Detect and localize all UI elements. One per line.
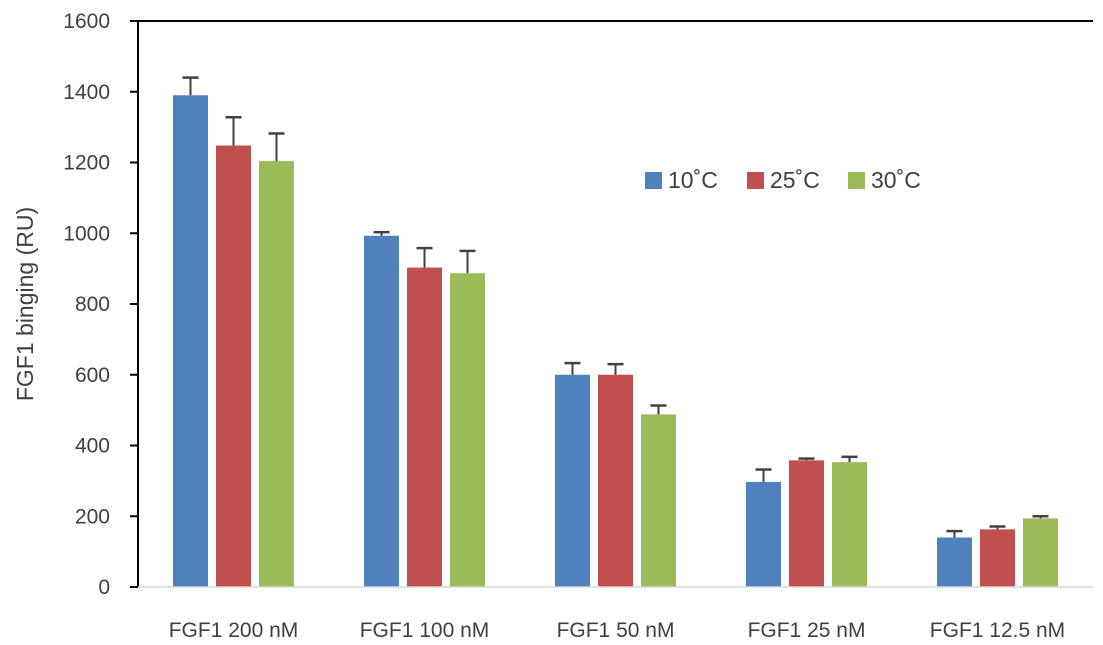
y-tick-label: 0 xyxy=(98,576,110,599)
x-tick-label: FGF1 25 nM xyxy=(748,619,866,642)
legend-label: 10˚C xyxy=(668,167,718,193)
bar xyxy=(364,235,399,587)
bar-series xyxy=(173,95,1058,587)
y-axis-ticks: 0 200 400 600 800 1000 1200 1400 1600 xyxy=(63,10,138,599)
bar xyxy=(832,462,867,587)
x-tick-label: FGF1 200 nM xyxy=(169,619,299,642)
x-tick-label: FGF1 100 nM xyxy=(360,619,490,642)
y-tick-label: 400 xyxy=(75,435,110,458)
error-bars xyxy=(182,76,1049,538)
bar xyxy=(598,374,633,587)
bar xyxy=(407,267,442,587)
bar xyxy=(259,161,294,587)
bar xyxy=(173,95,208,587)
legend-label: 25˚C xyxy=(770,167,820,193)
bar xyxy=(789,460,824,587)
legend-label: 30˚C xyxy=(871,167,921,193)
bar xyxy=(937,537,972,587)
bar xyxy=(555,374,590,587)
bar xyxy=(450,273,485,587)
bar xyxy=(980,529,1015,587)
y-tick-label: 600 xyxy=(75,364,110,387)
legend-swatch xyxy=(747,172,764,189)
y-tick-label: 1200 xyxy=(63,152,110,175)
y-tick-label: 1400 xyxy=(63,81,110,104)
y-tick-label: 800 xyxy=(75,293,110,316)
bar xyxy=(746,481,781,587)
y-tick-label: 1600 xyxy=(63,10,110,33)
bar xyxy=(216,145,251,587)
legend-swatch xyxy=(848,172,865,189)
x-axis-ticks: FGF1 200 nM FGF1 100 nM FGF1 50 nM FGF1 25 … xyxy=(169,619,1065,642)
x-tick-label: FGF1 50 nM xyxy=(557,619,675,642)
y-tick-label: 200 xyxy=(75,505,110,528)
x-tick-label: FGF1 12.5 nM xyxy=(930,619,1065,642)
y-tick-label: 1000 xyxy=(63,222,110,245)
y-axis-title: FGF1 binging (RU) xyxy=(12,207,38,401)
legend: 10˚C 25˚C 30˚C xyxy=(645,167,921,193)
bar xyxy=(1023,518,1058,587)
legend-swatch xyxy=(645,172,662,189)
bar xyxy=(641,414,676,587)
